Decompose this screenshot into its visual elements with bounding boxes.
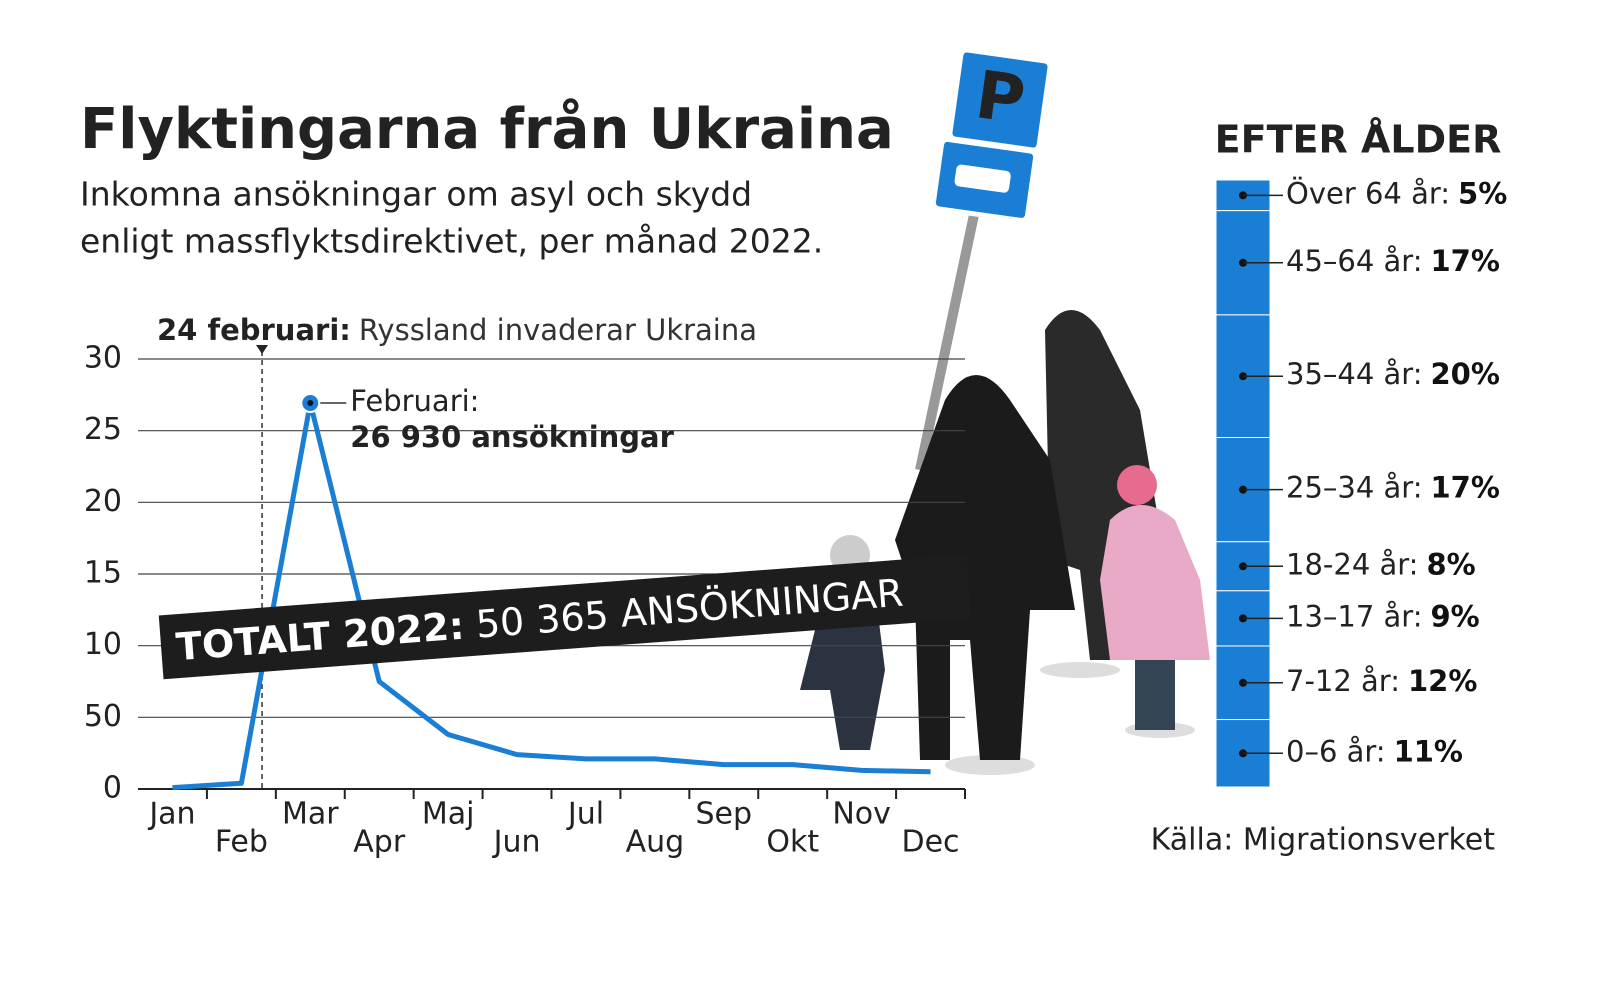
event-marker <box>256 345 269 354</box>
value-label: 17% <box>1430 471 1499 505</box>
value-label: 9% <box>1430 599 1479 633</box>
subtitle: enligt massflyktsdirektivet, per månad 2… <box>80 222 823 261</box>
value-label: 11% <box>1394 734 1463 768</box>
category-label: 35–44 år: <box>1286 357 1422 391</box>
value-label: 17% <box>1430 244 1499 278</box>
segment-label: 18-24 år: 8% <box>1286 547 1476 581</box>
value-label: 8% <box>1426 547 1475 581</box>
segment-label: 13–17 år: 9% <box>1286 599 1480 633</box>
x-tick-label: Sep <box>696 797 753 832</box>
y-tick-label: 10 <box>84 627 122 662</box>
svg-text:P: P <box>971 56 1030 139</box>
category-label: 25–34 år: <box>1286 471 1422 505</box>
x-tick-label: Jan <box>147 797 195 832</box>
peak-dot <box>307 400 314 407</box>
segment-label: 0–6 år: 11% <box>1286 734 1463 768</box>
event-label: 24 februari: <box>157 313 351 347</box>
x-tick-label: Okt <box>766 825 819 860</box>
x-tick-label: Aug <box>626 825 685 860</box>
segment-label: 45–64 år: 17% <box>1286 244 1500 278</box>
category-label: 13–17 år: <box>1286 599 1422 633</box>
total-annotation: TOTALT 2022: 50 365 ANSÖKNINGAR <box>174 570 904 669</box>
peak-label: Februari: <box>350 384 479 418</box>
y-tick-label: 20 <box>84 484 122 519</box>
value-label: 20% <box>1430 357 1499 391</box>
peak-text: 26 930 ansökningar <box>350 420 674 454</box>
segment-label: 25–34 år: 17% <box>1286 471 1500 505</box>
source: Källa: Migrationsverket <box>1151 823 1496 858</box>
event-text: Ryssland invaderar Ukraina <box>359 313 757 347</box>
x-tick-label: Maj <box>422 797 475 832</box>
x-tick-label: Jul <box>566 797 604 832</box>
x-tick-label: Feb <box>215 825 268 860</box>
category-label: 18-24 år: <box>1286 547 1418 581</box>
category-label: 45–64 år: <box>1286 244 1422 278</box>
x-tick-label: Nov <box>832 797 891 832</box>
line <box>172 400 931 791</box>
y-tick-label: 25 <box>84 412 122 447</box>
event-annotation: 24 februari: Ryssland invaderar Ukraina <box>157 313 757 347</box>
value-label: 5% <box>1458 176 1507 210</box>
value-label: 12% <box>1408 664 1477 698</box>
subtitle: Inkomna ansökningar om asyl och skydd <box>80 175 752 214</box>
chart-title: EFTER ÅLDER <box>1215 118 1502 162</box>
title: Flyktingarna från Ukraina <box>80 97 894 162</box>
x-tick-label: Apr <box>353 825 406 860</box>
segment-label: 35–44 år: 20% <box>1286 357 1500 391</box>
y-tick-label: 15 <box>84 556 122 591</box>
y-tick-label: 30 <box>84 341 122 376</box>
x-tick-label: Mar <box>282 797 339 832</box>
segment-label: Över 64 år: 5% <box>1286 176 1507 210</box>
category-label: 0–6 år: <box>1286 734 1386 768</box>
category-label: Över 64 år: <box>1286 176 1450 210</box>
category-label: 7-12 år: <box>1286 664 1400 698</box>
y-tick-label: 0 <box>103 771 122 806</box>
x-tick-label: Jun <box>492 825 541 860</box>
x-tick-label: Dec <box>902 825 960 860</box>
y-tick-label: 50 <box>84 699 122 734</box>
total-banner <box>158 554 972 680</box>
segment-label: 7-12 år: 12% <box>1286 664 1477 698</box>
